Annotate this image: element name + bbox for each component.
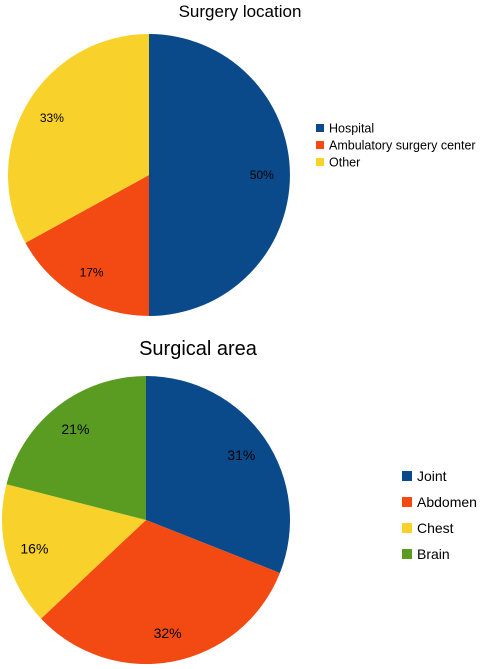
legend-label-chest: Chest [417,520,454,536]
legend-swatch-chest [402,523,412,533]
chart-title-surgery-location: Surgery location [179,2,302,21]
legend-surgery-location: Hospital Ambulatory surgery center Other [316,122,476,170]
legend-swatch-brain [402,549,412,559]
slice-label-ambulatory-surgery-center: 17% [80,265,104,279]
pie-slice-joint [146,376,291,574]
legend-swatch-other [316,158,324,166]
legend-swatch-ambulatory-surgery-center [316,141,324,149]
pie-slice-brain [6,376,146,520]
slice-label-chest: 16% [20,541,48,557]
legend-label-other: Other [329,156,360,170]
slice-labels-surgical-area: 31% 32% 16% 21% [20,421,255,641]
pie-chart-surgery-location: Surgery location 50% 17% 33% Hospital Ambul… [7,2,476,316]
pie-slice-hospital [149,34,290,316]
pie-slice-abdomen [41,520,280,664]
slice-label-abdomen: 32% [154,625,182,641]
pie-chart-surgical-area: Surgical area 31% 32% 16% 21% Joint Abdomen C… [1,338,477,664]
slice-label-joint: 31% [227,447,255,463]
legend-label-brain: Brain [417,546,450,562]
legend-swatch-hospital [316,124,324,132]
legend-label-joint: Joint [417,468,447,484]
legend-label-abdomen: Abdomen [417,494,477,510]
pie-slices-surgery-location [7,34,290,316]
slice-labels-surgery-location: 50% 17% 33% [40,111,274,279]
legend-swatch-joint [402,471,412,481]
legend-surgical-area: Joint Abdomen Chest Brain [402,468,477,562]
pie-slice-chest [1,484,147,619]
legend-label-ambulatory-surgery-center: Ambulatory surgery center [329,139,476,153]
chart-title-surgical-area: Surgical area [139,338,258,360]
pie-slice-other [7,34,150,243]
slice-label-brain: 21% [61,421,89,437]
pie-slices-surgical-area [1,376,291,664]
pie-slice-ambulatory-surgery-center [25,175,149,316]
legend-swatch-abdomen [402,497,412,507]
slice-label-hospital: 50% [250,168,274,182]
slice-label-other: 33% [40,111,64,125]
legend-label-hospital: Hospital [329,122,374,136]
